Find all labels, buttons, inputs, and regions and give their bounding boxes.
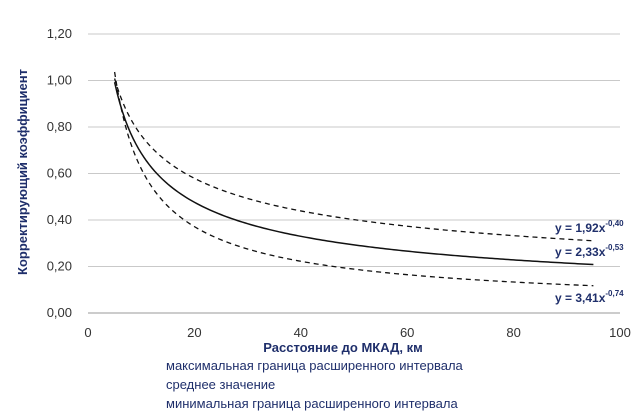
legend-item-mean: среднее значение [166, 377, 276, 392]
y-tick-label: 0,20 [47, 259, 72, 274]
y-tick-labels: 0,00 0,20 0,40 0,60 0,80 1,00 1,20 [47, 26, 72, 320]
series [113, 71, 594, 287]
y-tick-label: 0,80 [47, 119, 72, 134]
series-line-0 [113, 78, 594, 242]
equation-label-2: y = 3,41x-0,74 [555, 289, 624, 305]
legend-item-min: минимальная граница расширенного интерва… [166, 396, 458, 411]
y-tick-label: 0,40 [47, 212, 72, 227]
y-tick-label: 0,60 [47, 166, 72, 181]
legend-item-max: максимальная граница расширенного интерв… [166, 358, 463, 373]
y-axis-title: Корректирующий коэффициент [15, 69, 30, 275]
y-tick-label: 1,00 [47, 73, 72, 88]
equation-labels: y = 1,92x-0,40 y = 2,33x-0,53 y = 3,41x-0,… [555, 219, 624, 305]
x-tick-label: 100 [609, 325, 631, 340]
x-tick-label: 80 [506, 325, 520, 340]
y-tick-label: 0,00 [47, 305, 72, 320]
legend: максимальная граница расширенного интерв… [166, 356, 586, 413]
x-axis-title: Расстояние до МКАД, км [263, 340, 422, 355]
grid [88, 33, 620, 267]
y-tick-label: 1,20 [47, 26, 72, 41]
x-tick-label: 60 [400, 325, 414, 340]
x-tick-labels: 0 20 40 60 80 100 [84, 325, 630, 340]
series-line-1 [113, 81, 594, 266]
equation-label-0: y = 1,92x-0,40 [555, 219, 624, 235]
x-tick-label: 20 [187, 325, 201, 340]
equation-label-1: y = 2,33x-0,53 [555, 243, 624, 259]
x-tick-label: 0 [84, 325, 91, 340]
x-tick-label: 40 [294, 325, 308, 340]
series-line-2 [113, 71, 594, 287]
